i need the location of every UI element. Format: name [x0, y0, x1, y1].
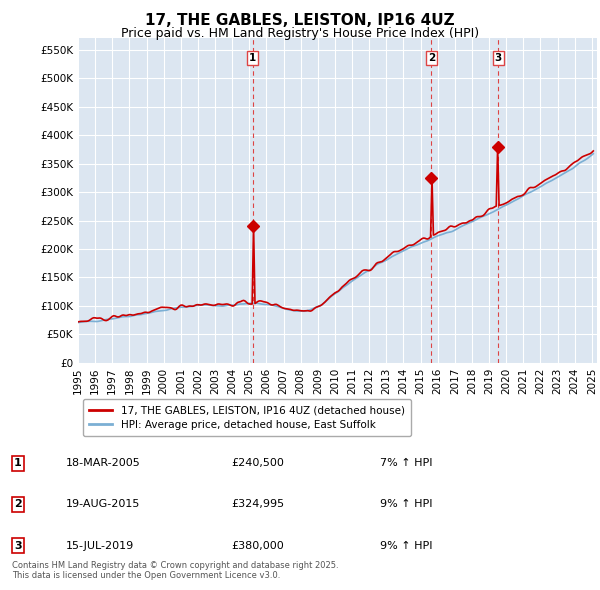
Text: £240,500: £240,500	[232, 458, 284, 468]
Text: 9% ↑ HPI: 9% ↑ HPI	[380, 541, 433, 550]
Text: 9% ↑ HPI: 9% ↑ HPI	[380, 500, 433, 509]
Text: 19-AUG-2015: 19-AUG-2015	[65, 500, 140, 509]
Text: 3: 3	[495, 53, 502, 63]
Text: 18-MAR-2005: 18-MAR-2005	[65, 458, 140, 468]
Text: 3: 3	[14, 541, 22, 550]
Text: 1: 1	[249, 53, 257, 63]
Text: 7% ↑ HPI: 7% ↑ HPI	[380, 458, 433, 468]
Text: £380,000: £380,000	[232, 541, 284, 550]
Text: 1: 1	[14, 458, 22, 468]
Text: 2: 2	[428, 53, 435, 63]
Text: 15-JUL-2019: 15-JUL-2019	[65, 541, 134, 550]
Text: Contains HM Land Registry data © Crown copyright and database right 2025.
This d: Contains HM Land Registry data © Crown c…	[12, 560, 338, 580]
Text: 2: 2	[14, 500, 22, 509]
Text: 17, THE GABLES, LEISTON, IP16 4UZ: 17, THE GABLES, LEISTON, IP16 4UZ	[145, 13, 455, 28]
Text: £324,995: £324,995	[232, 500, 285, 509]
Text: Price paid vs. HM Land Registry's House Price Index (HPI): Price paid vs. HM Land Registry's House …	[121, 27, 479, 40]
Legend: 17, THE GABLES, LEISTON, IP16 4UZ (detached house), HPI: Average price, detached: 17, THE GABLES, LEISTON, IP16 4UZ (detac…	[83, 399, 411, 436]
